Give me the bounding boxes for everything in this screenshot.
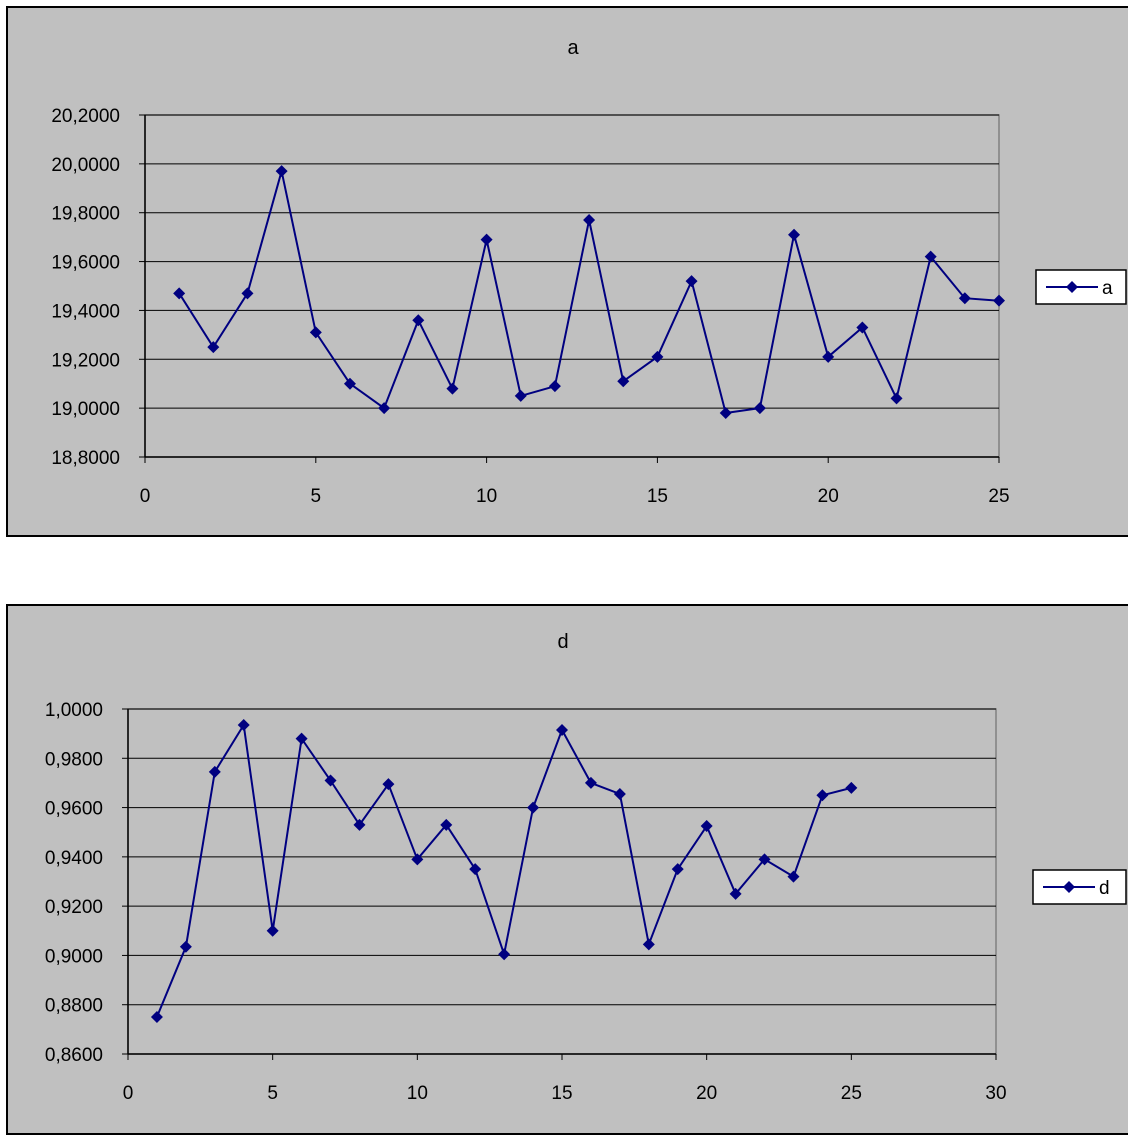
chart-d-data-point [295, 732, 308, 745]
chart-d-data-point [527, 801, 540, 814]
chart-a-data-point [309, 326, 322, 339]
chart-a-data-point [343, 377, 356, 390]
chart-a-data-point [924, 250, 937, 263]
chart-d-data-point [411, 853, 424, 866]
chart-d-legend-label: d [1099, 878, 1110, 899]
chart-d-data-point [816, 789, 829, 802]
chart-a-data-point [548, 380, 561, 393]
chart-d-y-tick-label: 0,9800 [45, 749, 103, 770]
chart-a-data-point [378, 402, 391, 415]
chart-a-y-tick-label: 19,8000 [51, 204, 120, 225]
chart-d-x-tick-label: 15 [551, 1083, 572, 1104]
chart-a-x-tick-label: 10 [476, 486, 497, 507]
chart-a-data-point [583, 214, 596, 227]
chart-d-data-point [700, 820, 713, 833]
chart-d-y-tick-label: 1,0000 [45, 700, 103, 721]
chart-a-data-point [856, 321, 869, 334]
chart-a-data-point [958, 292, 971, 305]
chart-a-x-tick-label: 0 [140, 486, 151, 507]
chart-d-y-tick-label: 0,9600 [45, 799, 103, 820]
chart-d-data-point [237, 719, 250, 732]
chart-a-data-point [480, 233, 493, 246]
chart-d-data-point [150, 1011, 163, 1024]
chart-a-x-tick-label: 15 [647, 486, 668, 507]
chart-a: a 18,8000 19,0000 19,2000 19,4000 19,6000 19,8… [6, 6, 1128, 537]
chart-a-plot-area [144, 114, 1000, 458]
chart-d-data-point [353, 818, 366, 831]
chart-d-title: d [557, 631, 568, 653]
chart-a-data-point [173, 287, 186, 300]
chart-a-y-tick-label: 19,0000 [51, 399, 120, 420]
chart-d-x-tick-label: 30 [985, 1083, 1006, 1104]
chart-d-data-point [469, 863, 482, 876]
chart-a-data-point [207, 341, 220, 354]
chart-d-data-point [208, 765, 221, 778]
chart-d-data-point [642, 938, 655, 951]
chart-a-data-point [890, 392, 903, 405]
chart-a-data-point [719, 407, 732, 420]
chart-d-data-point [613, 788, 626, 801]
chart-a-y-tick-label: 20,2000 [51, 106, 120, 127]
chart-a-y-tick-label: 19,4000 [51, 301, 120, 322]
chart-a-data-point [753, 402, 766, 415]
chart-d-data-point [584, 776, 597, 789]
chart-a-legend-marker [1066, 281, 1078, 293]
chart-a-legend-label: a [1102, 278, 1113, 299]
chart-d-legend-marker [1063, 881, 1075, 893]
chart-d-x-tick-label: 25 [841, 1083, 862, 1104]
chart-d-y-tick-label: 0,8800 [45, 996, 103, 1017]
chart-a-y-tick-label: 18,8000 [51, 448, 120, 469]
chart-a-x-tick-label: 5 [311, 486, 322, 507]
chart-a-data-point [651, 350, 664, 363]
chart-d-x-tick-label: 0 [123, 1083, 134, 1104]
chart-a-y-tick-label: 19,6000 [51, 253, 120, 274]
chart-a-data-point [822, 350, 835, 363]
chart-a-y-tick-label: 19,2000 [51, 350, 120, 371]
chart-d-data-point [179, 940, 192, 953]
chart-a-x-tick-label: 25 [988, 486, 1009, 507]
chart-d-data-point [498, 948, 511, 961]
chart-d-y-tick-label: 0,9000 [45, 946, 103, 967]
chart-d: d 0,8600 0,8800 0,9000 0,9200 0,9400 0,9600 0,9… [6, 604, 1128, 1135]
chart-d-data-point [671, 863, 684, 876]
chart-d-data-point [845, 781, 858, 794]
chart-d-y-tick-label: 0,9400 [45, 848, 103, 869]
chart-d-data-point [266, 924, 279, 937]
chart-d-plot-area [127, 708, 997, 1055]
chart-a-y-tick-label: 20,0000 [51, 155, 120, 176]
chart-d-data-point [787, 870, 800, 883]
chart-a-title: a [567, 37, 579, 59]
chart-a-data-point [617, 375, 630, 388]
chart-a-x-tick-label: 20 [818, 486, 839, 507]
chart-d-data-point [556, 723, 568, 736]
chart-d-x-tick-label: 10 [407, 1083, 428, 1104]
chart-a-data-point [514, 389, 527, 402]
chart-d-data-point [324, 774, 337, 787]
chart-d-y-tick-label: 0,8600 [45, 1045, 103, 1066]
chart-d-data-point [729, 887, 742, 900]
chart-a-data-point [241, 287, 254, 300]
chart-a-data-point [685, 275, 698, 288]
chart-d-data-point [758, 853, 771, 866]
chart-a-svg: a 18,8000 19,0000 19,2000 19,4000 19,6000 19,8… [51, 37, 1127, 507]
chart-d-data-point [382, 778, 395, 791]
chart-d-x-tick-label: 20 [696, 1083, 717, 1104]
chart-a-data-point [412, 314, 425, 327]
chart-a-data-point [788, 228, 801, 241]
chart-d-data-point [440, 818, 453, 831]
chart-a-data-point [446, 382, 459, 395]
chart-d-y-tick-label: 0,9200 [45, 897, 103, 918]
chart-d-svg: d 0,8600 0,8800 0,9000 0,9200 0,9400 0,9600 0,9… [45, 631, 1127, 1104]
chart-d-x-tick-label: 5 [267, 1083, 278, 1104]
chart-a-data-point [993, 294, 1005, 307]
chart-a-data-point [275, 165, 288, 178]
